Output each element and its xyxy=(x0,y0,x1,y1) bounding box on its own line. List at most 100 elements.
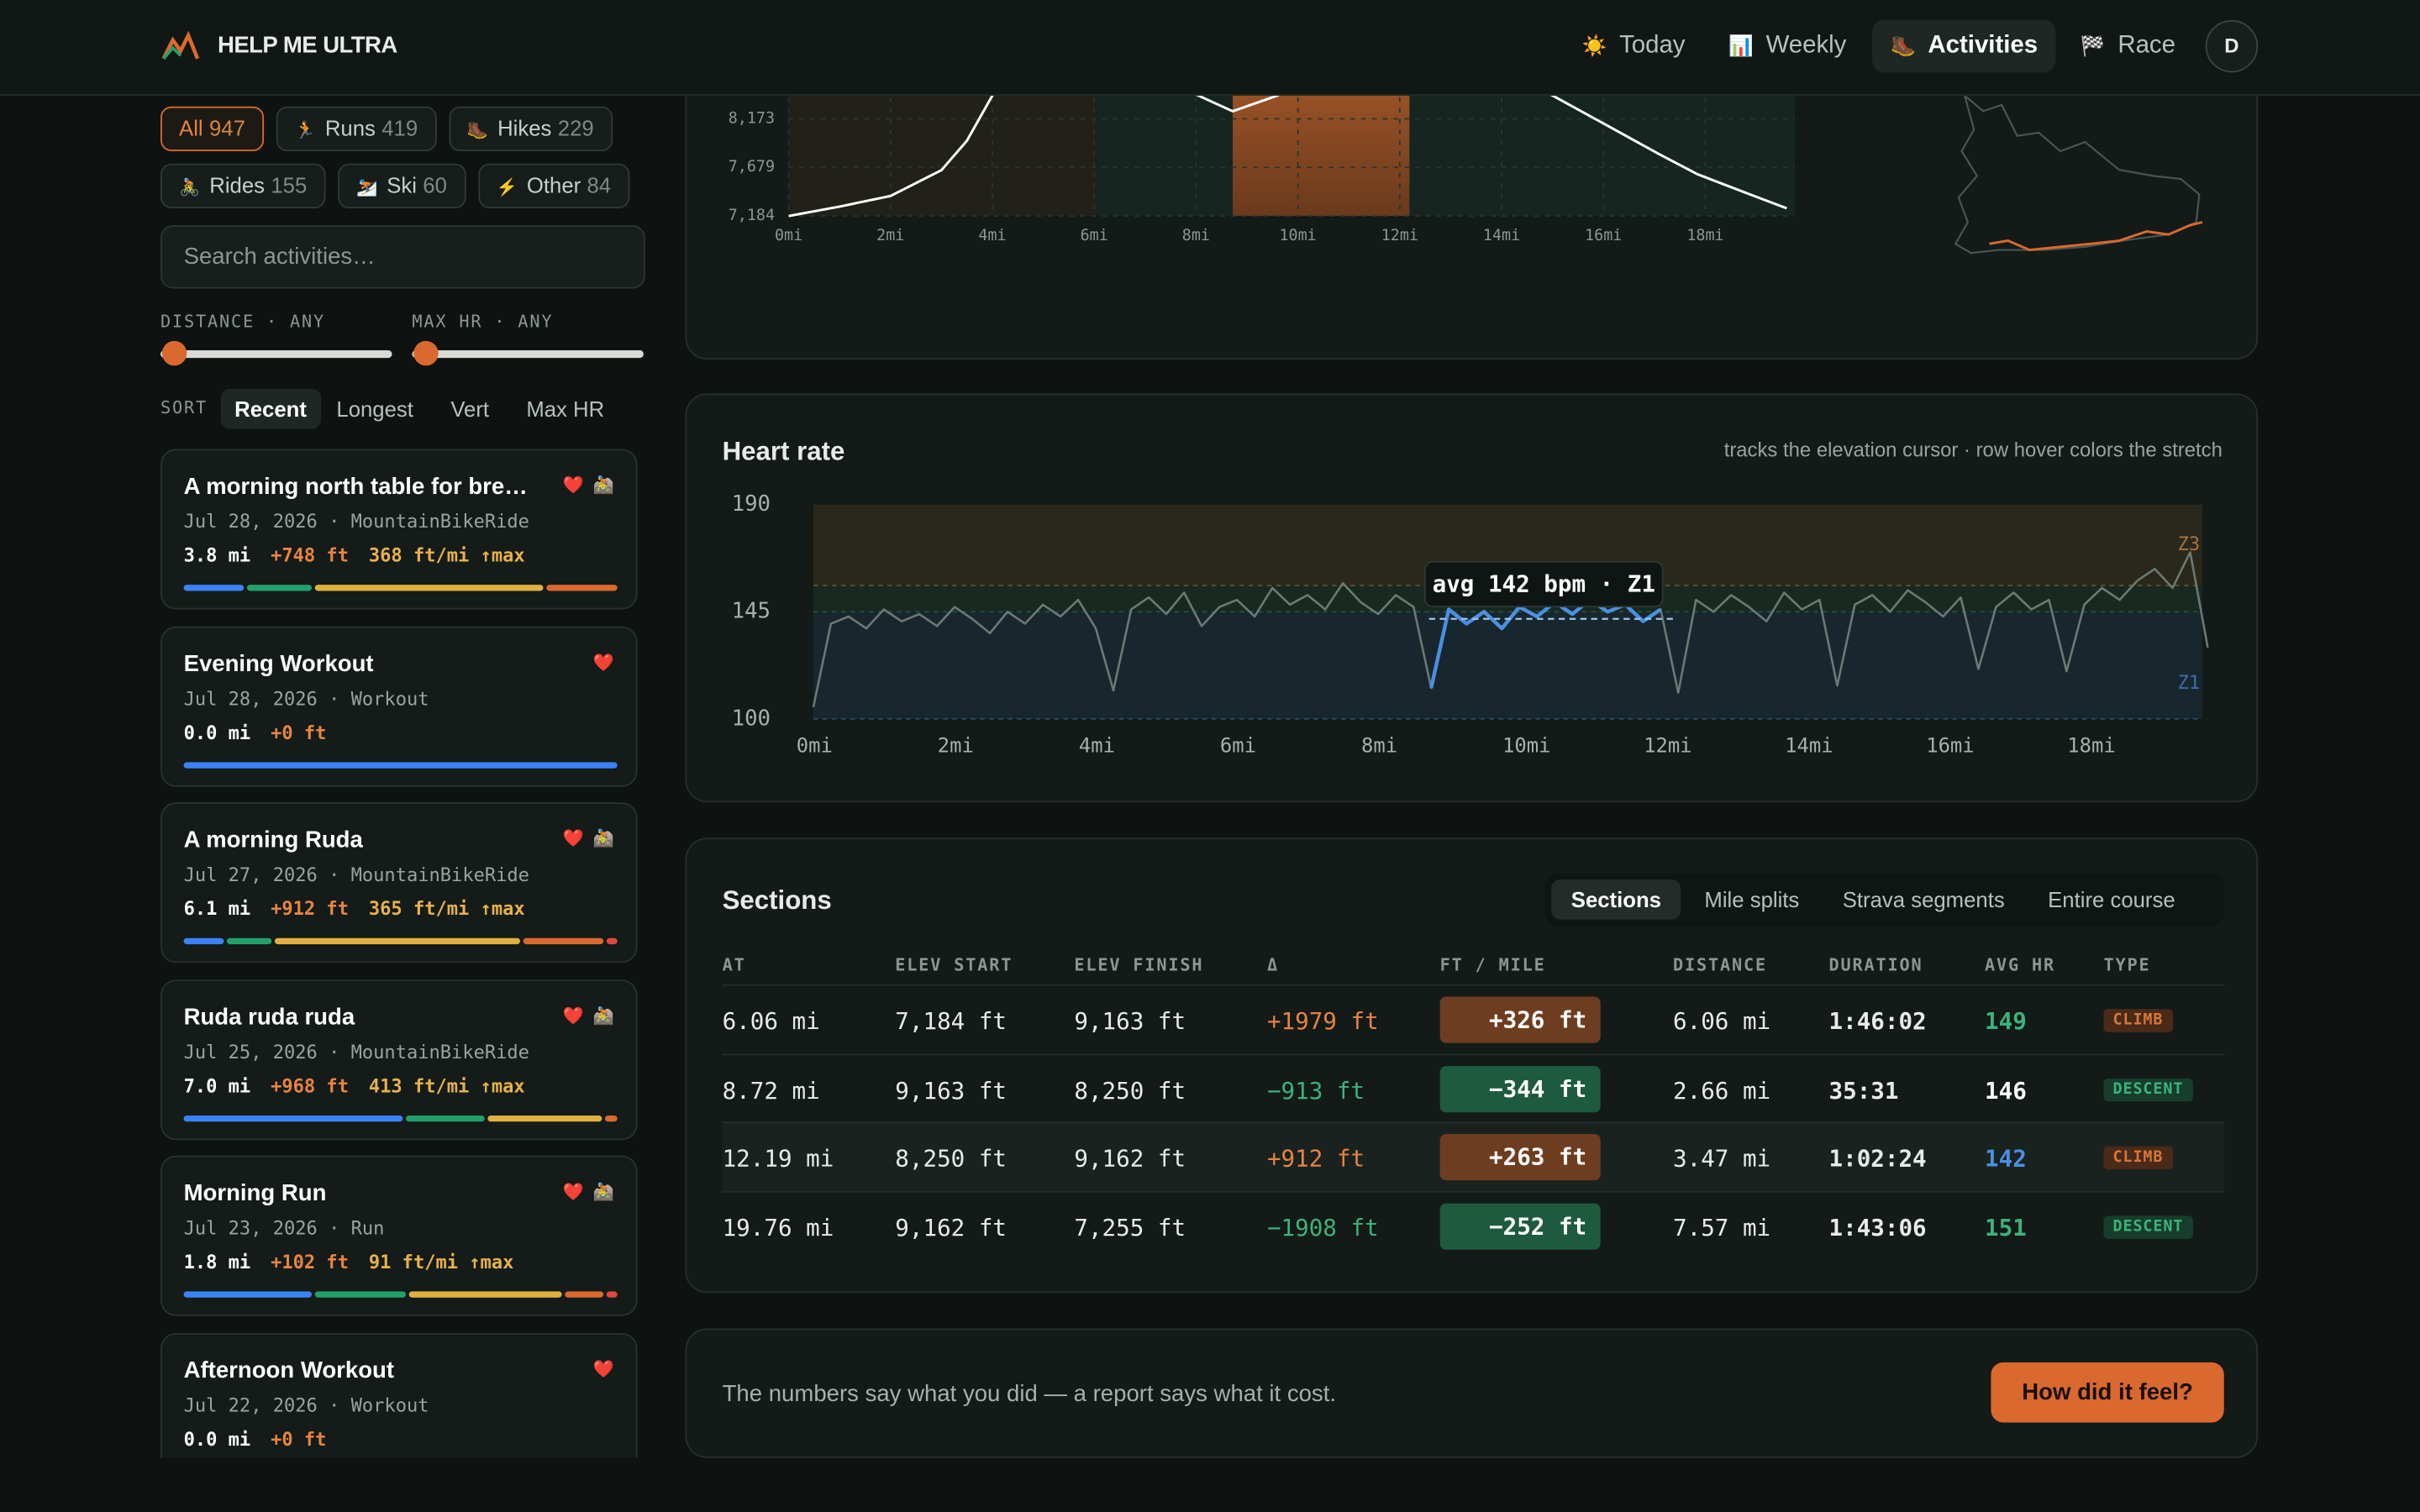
nav-icon: ☀️ xyxy=(1581,34,1607,57)
x-tick-label: 10mi xyxy=(1280,227,1317,244)
activity-card[interactable]: A morning north table for bre… ❤️ 🚵 Jul 28,… xyxy=(160,449,638,610)
filter-chip[interactable]: ⚡ Other 84 xyxy=(477,163,630,208)
x-tick-label: 16mi xyxy=(1585,227,1622,244)
nav-item[interactable]: 🥾 Activities xyxy=(1871,19,2057,73)
slider-knob[interactable] xyxy=(413,340,439,366)
column-header: ELEV FINISH xyxy=(1074,954,1204,975)
nav-label: Today xyxy=(1619,32,1686,59)
tab[interactable]: Sections xyxy=(1550,879,1681,920)
type-badge: CLIMB xyxy=(2103,1147,2173,1170)
nav-icon: 🥾 xyxy=(1891,34,1916,57)
activity-card[interactable]: Evening Workout ❤️ Jul 28, 2026 · Workout 0… xyxy=(160,625,638,786)
filter-chip[interactable]: ⛷️ Ski 60 xyxy=(337,163,466,208)
activity-meta: Jul 25, 2026 · MountainBikeRide xyxy=(183,1040,529,1063)
filter-chips: All 947 🏃 Runs 419 🥾 Hikes 229 🚴 Rides 155 ⛷️ Ski 60 ⚡… xyxy=(160,106,655,208)
activity-icon: 🚵 xyxy=(592,830,615,849)
avatar[interactable]: D xyxy=(2205,19,2259,73)
slider-track[interactable] xyxy=(412,349,644,359)
activity-card[interactable]: Ruda ruda ruda ❤️ 🚵 Jul 25, 2026 · Mountain… xyxy=(160,979,638,1140)
activity-card[interactable]: Afternoon Workout ❤️ Jul 22, 2026 · Workou… xyxy=(160,1332,638,1458)
chip-count: 419 xyxy=(381,115,418,141)
activity-distance: 7.0 mi xyxy=(183,1074,251,1097)
sort-option[interactable]: Vert xyxy=(450,396,490,422)
search-box[interactable]: Search activities… xyxy=(160,225,645,289)
filter-chip[interactable]: 🏃 Runs 419 xyxy=(276,106,437,152)
table-cell: 2.66 mi xyxy=(1673,1076,1771,1105)
zone-segment xyxy=(227,937,272,945)
hr-zone xyxy=(813,612,2203,719)
table-cell: 8,250 ft xyxy=(895,1145,1007,1173)
chip-count: 84 xyxy=(587,172,612,198)
x-tick-label: 16mi xyxy=(1926,733,1974,757)
x-tick-label: 4mi xyxy=(1079,733,1115,757)
activity-meta: Jul 22, 2026 · Workout xyxy=(183,1394,429,1416)
chip-label: Runs xyxy=(324,115,376,141)
table-row[interactable]: 19.76 mi 9,162 ft 7,255 ft −1908 ft −252 ft 7… xyxy=(722,1191,2224,1261)
filter-chip[interactable]: All 947 xyxy=(160,106,264,152)
slider-knob[interactable] xyxy=(161,340,187,366)
tab[interactable]: Mile splits xyxy=(1704,887,1800,912)
route-map xyxy=(1954,92,2203,255)
tab[interactable]: Entire course xyxy=(2048,887,2175,912)
activity-gain: +968 ft xyxy=(271,1074,349,1097)
activity-stats: 0.0 mi +0 ft xyxy=(184,1428,327,1450)
x-tick-label: 18mi xyxy=(2067,733,2115,757)
heart-rate-panel: Heart rate tracks the elevation cursor ·… xyxy=(685,393,2259,803)
table-row[interactable]: 12.19 mi 8,250 ft 9,162 ft +912 ft +263 ft 3.… xyxy=(722,1122,2224,1192)
activity-card[interactable]: Morning Run ❤️ 🚵 Jul 23, 2026 · Run 1.8 mi +1… xyxy=(160,1155,638,1316)
nav-icon: 📊 xyxy=(1728,34,1754,57)
activity-gain: +0 ft xyxy=(271,1427,327,1450)
nav-item[interactable]: 🏁 Race xyxy=(2062,20,2194,72)
activity-card[interactable]: A morning Ruda ❤️ 🚵 Jul 27, 2026 · Mountain… xyxy=(160,802,638,963)
sort-option[interactable]: Recent xyxy=(220,388,321,429)
feedback-button[interactable]: How did it feel? xyxy=(1991,1362,2224,1423)
zone-bar xyxy=(183,585,618,591)
table-cell: 6.06 mi xyxy=(1673,1007,1771,1036)
activity-stats: 1.8 mi +102 ft 91 ft/mi ↑max xyxy=(184,1252,514,1273)
x-tick-label: 2mi xyxy=(938,733,974,757)
tab[interactable]: Strava segments xyxy=(1842,887,2005,912)
nav-item[interactable]: 📊 Weekly xyxy=(1710,20,1865,72)
activity-icons: ❤️ 🚵 xyxy=(563,475,614,496)
slider-track[interactable] xyxy=(160,349,392,359)
sort-option[interactable]: Longest xyxy=(336,396,413,422)
table-cell: 12.19 mi xyxy=(722,1145,834,1173)
activity-stats: 6.1 mi +912 ft 365 ft/mi ↑max xyxy=(184,898,525,920)
column-header: ELEV START xyxy=(895,954,1013,975)
table-cell: 7,255 ft xyxy=(1074,1214,1186,1242)
zone-segment xyxy=(487,1115,602,1121)
chip-label: Rides xyxy=(209,172,266,198)
activity-meta: Jul 28, 2026 · Workout xyxy=(183,687,429,709)
zone-segment xyxy=(183,1115,404,1121)
zone-segment xyxy=(406,1115,485,1121)
table-cell: −913 ft xyxy=(1266,1076,1365,1105)
filter-chip[interactable]: 🥾 Hikes 229 xyxy=(448,106,613,152)
activity-distance: 0.0 mi xyxy=(183,721,251,743)
activity-title: Afternoon Workout xyxy=(183,1357,395,1383)
y-tick-label: 7,679 xyxy=(729,158,775,176)
activity-icons: ❤️ 🚵 xyxy=(563,1182,614,1202)
zone-segment xyxy=(607,1291,618,1298)
x-tick-label: 10mi xyxy=(1502,733,1550,757)
x-tick-label: 4mi xyxy=(978,227,1006,244)
activity-title: Morning Run xyxy=(183,1180,327,1207)
y-tick-label: 8,173 xyxy=(729,109,775,127)
table-row[interactable]: 6.06 mi 7,184 ft 9,163 ft +1979 ft +326 ft 6.… xyxy=(722,984,2224,1054)
table-cell: −1908 ft xyxy=(1266,1214,1379,1242)
x-tick-label: 18mi xyxy=(1686,227,1723,244)
nav-item[interactable]: ☀️ Today xyxy=(1564,20,1704,72)
table-cell: +326 ft xyxy=(1439,996,1601,1043)
chip-count: 155 xyxy=(271,172,308,198)
filter-chip[interactable]: 🚴 Rides 155 xyxy=(160,163,326,208)
zone-segment xyxy=(183,937,224,945)
nav-label: Activities xyxy=(1928,32,2039,59)
zone-bar xyxy=(183,937,618,945)
zone-segment xyxy=(183,761,618,768)
top-nav: HELP ME ULTRA ☀️ Today 📊 Weekly 🥾 Activities 🏁… xyxy=(0,0,2420,96)
chip-label: All xyxy=(179,115,203,141)
table-row[interactable]: 8.72 mi 9,163 ft 8,250 ft −913 ft −344 ft 2.6… xyxy=(722,1053,2224,1123)
sort-option[interactable]: Max HR xyxy=(526,396,605,422)
x-tick-label: 14mi xyxy=(1785,733,1833,757)
activity-icons: ❤️ xyxy=(593,652,614,672)
